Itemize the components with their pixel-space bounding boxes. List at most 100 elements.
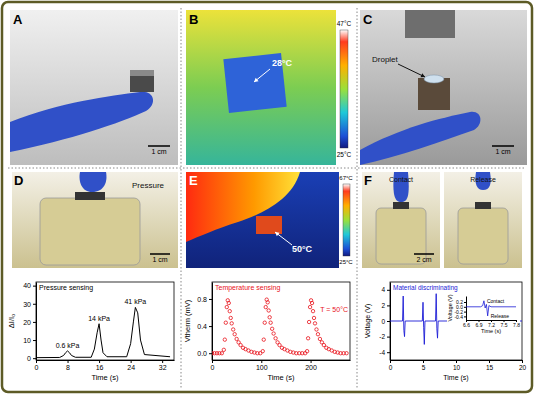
chart: 6.66.97.27.57.8-0.4-0.20.00.2Time (s)Vol… <box>447 292 520 337</box>
colorbar <box>340 30 348 148</box>
x-tick: 5 <box>422 360 426 371</box>
x-tick-mark <box>68 360 69 363</box>
plot-area <box>212 298 348 355</box>
device <box>130 70 154 92</box>
x-tick-mark <box>131 360 132 363</box>
y-axis-title: ΔI/I₀ <box>7 314 16 328</box>
marker <box>228 309 231 312</box>
y-tick-mark <box>33 358 36 359</box>
marker <box>222 348 225 351</box>
y-tick: 0.0 <box>197 350 212 357</box>
x-tick-label: 100 <box>256 364 268 371</box>
scale-bar-label: 1 cm <box>495 148 510 155</box>
marker <box>313 322 316 325</box>
y-tick-mark <box>387 337 390 338</box>
arrow-line <box>254 69 270 82</box>
arrow-line <box>275 232 292 245</box>
y-tick: 40 <box>23 282 36 289</box>
photo <box>362 172 440 268</box>
x-tick: 0 <box>35 360 39 371</box>
thermal-image <box>186 10 336 165</box>
photo <box>12 172 178 268</box>
instrument <box>405 10 455 38</box>
marker <box>345 352 348 355</box>
y-tick-label: 0 <box>381 318 385 325</box>
marker <box>267 309 270 312</box>
marker <box>264 305 267 308</box>
photo <box>360 10 527 165</box>
scale-bar-label: 2 cm <box>416 256 431 263</box>
annotation: 41 kPa <box>124 298 146 305</box>
y-tick: 0 <box>27 355 36 362</box>
x-tick: 15 <box>486 360 494 371</box>
y-tick-mark <box>464 316 466 317</box>
marker <box>263 321 266 324</box>
x-tick: 20 <box>519 360 527 371</box>
marker <box>312 316 315 319</box>
x-axis-title: Time (s) <box>91 373 119 382</box>
marker <box>230 322 233 325</box>
x-tick-mark <box>423 360 424 363</box>
hand-thermal <box>186 172 300 242</box>
x-tick-label: 10 <box>453 364 461 371</box>
x-tick: 7.5 <box>501 320 508 328</box>
chart: 05101520-4-2024Material discriminatingTi… <box>364 282 526 382</box>
x-tick-label: 7.5 <box>501 322 508 328</box>
marker <box>224 321 227 324</box>
device-thermal <box>256 216 282 234</box>
marker <box>303 352 306 355</box>
x-tick-label: 7.2 <box>488 322 495 328</box>
marker <box>262 338 265 341</box>
temperature-label: 50°C <box>292 244 313 254</box>
y-tick-mark <box>33 340 36 341</box>
y-axis-title: Voltage (V) <box>447 294 453 321</box>
x-tick-mark <box>99 360 100 363</box>
y-tick: 4 <box>381 286 390 293</box>
y-tick: 0.2 <box>456 299 466 305</box>
marker <box>225 305 228 308</box>
y-tick-label: 0.4 <box>197 323 207 330</box>
y-tick-label: 20 <box>23 319 31 326</box>
x-tick: 7.8 <box>513 320 520 328</box>
x-tick: 0 <box>211 360 215 371</box>
plot-frame <box>36 282 174 360</box>
marker <box>310 301 313 304</box>
y-tick: -4 <box>379 349 390 356</box>
y-tick-mark <box>387 290 390 291</box>
plot-frame <box>212 282 350 360</box>
y-axis-line <box>212 283 213 361</box>
y-axis-line <box>390 283 391 361</box>
marker <box>272 332 275 335</box>
marker <box>311 309 314 312</box>
y-tick-mark <box>33 286 36 287</box>
marker <box>227 301 230 304</box>
x-tick-label: 7.8 <box>513 322 520 328</box>
y-tick-mark <box>464 312 466 313</box>
plot-frame <box>390 282 522 360</box>
marker <box>235 337 238 340</box>
marker <box>305 349 308 352</box>
x-axis-title: Time (s) <box>481 328 501 334</box>
thermal-image <box>186 172 339 268</box>
caption: Droplet <box>372 55 399 64</box>
caption: Release <box>470 176 496 183</box>
y-tick-label: 2 <box>381 302 385 309</box>
marker <box>231 328 234 331</box>
y-tick-label: 30 <box>23 301 31 308</box>
y-tick-label: 4 <box>381 286 385 293</box>
marker <box>233 333 236 336</box>
legend-entry: Temperature sensing <box>215 284 280 292</box>
y-axis: 010203040 <box>23 282 36 362</box>
x-tick: 200 <box>305 360 317 371</box>
marker <box>269 321 272 324</box>
y-tick: 2 <box>381 302 390 309</box>
panel-label: A <box>13 12 23 27</box>
marker <box>270 327 273 330</box>
figure-canvas: 1 cmA28°C47°C25°CBDroplet1 cmCPressure1 … <box>0 0 534 394</box>
colorbar <box>343 184 350 256</box>
y-axis-line <box>466 297 467 321</box>
marker <box>318 337 321 340</box>
x-axis: 05101520 <box>389 360 527 371</box>
x-tick: 100 <box>256 360 268 371</box>
annotation: Contact <box>487 298 505 304</box>
